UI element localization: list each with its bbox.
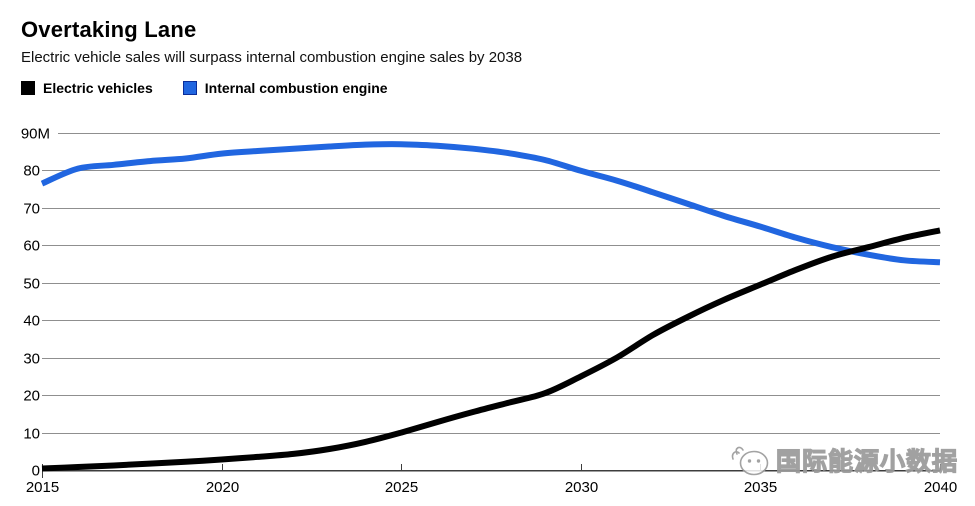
svg-text:2040: 2040 (924, 479, 957, 496)
svg-text:90M: 90M (21, 126, 50, 143)
svg-text:70: 70 (23, 201, 40, 218)
svg-text:80: 80 (23, 163, 40, 180)
legend-item-internal-combustion-engine: Internal combustion engine (182, 80, 388, 96)
svg-text:2015: 2015 (26, 479, 59, 496)
legend-label-electric-vehicles: Electric vehicles (43, 80, 153, 96)
svg-text:2035: 2035 (744, 479, 777, 496)
watermark-text: 国际能源小数据 (775, 447, 959, 476)
legend-item-electric-vehicles: Electric vehicles (21, 80, 153, 96)
svg-text:0: 0 (32, 463, 40, 480)
svg-text:10: 10 (23, 426, 40, 443)
legend-label-internal-combustion-engine: Internal combustion engine (204, 80, 388, 96)
svg-text:2030: 2030 (565, 479, 598, 496)
watermark-face-icon (731, 446, 769, 476)
svg-text:60: 60 (23, 238, 40, 255)
svg-text:40: 40 (23, 313, 40, 330)
svg-text:2020: 2020 (206, 479, 239, 496)
legend-swatch-internal-combustion-engine (182, 81, 197, 95)
legend: Electric vehicles Internal combustion en… (21, 80, 388, 96)
watermark-face-eye-right (756, 459, 761, 463)
svg-text:30: 30 (23, 351, 40, 368)
svg-text:20: 20 (23, 388, 40, 405)
watermark: 国际能源小数据 (731, 442, 958, 478)
svg-text:50: 50 (23, 276, 40, 293)
chart-title: Overtaking Lane (21, 17, 197, 42)
legend-swatch-electric-vehicles (21, 81, 35, 95)
chart-subtitle: Electric vehicle sales will surpass inte… (21, 49, 523, 66)
watermark-face-eye-left (747, 459, 752, 463)
svg-text:2025: 2025 (385, 479, 418, 496)
